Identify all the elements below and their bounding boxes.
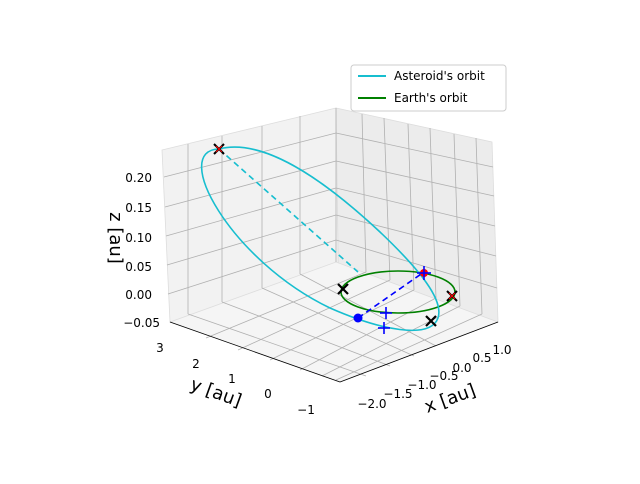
transfer-line — [357, 271, 425, 319]
legend-label: Earth's orbit — [394, 91, 468, 105]
asteroid-apsides-line — [218, 148, 359, 273]
x-marker-red-inner — [215, 145, 223, 153]
x-marker-black — [425, 315, 437, 327]
x-tick-label: 0.0 — [452, 361, 471, 375]
legend-label: Asteroid's orbit — [394, 69, 485, 83]
z-tick-label: −0.05 — [123, 316, 160, 330]
x-tick-label: −0.5 — [429, 369, 458, 383]
asteroid-orbit-line — [200, 146, 440, 332]
legend-box — [350, 64, 507, 112]
dot-marker-blue — [353, 313, 363, 323]
y-tick-label: −1 — [297, 403, 315, 417]
y-tick-label: 3 — [156, 341, 164, 355]
grid — [163, 108, 498, 381]
plus-marker-blue — [378, 322, 390, 334]
markers — [213, 143, 458, 334]
x-tick-label: −2.0 — [357, 397, 386, 411]
x-tick-label: 1.0 — [492, 343, 511, 357]
z-tick-label: 0.15 — [125, 201, 152, 215]
plus-marker-blue — [417, 266, 431, 280]
z-tick-label: 0.10 — [125, 231, 152, 245]
z-tick-label: 0.05 — [125, 260, 152, 274]
x-tick-label: −1.5 — [383, 387, 412, 401]
plus-marker-blue — [380, 307, 392, 319]
z-axis: 0.20 0.15 0.10 0.05 0.00 −0.05 z [au] — [105, 171, 160, 330]
y-tick-label: 2 — [192, 357, 200, 371]
z-tick-label: 0.00 — [125, 288, 152, 302]
z-axis-label: z [au] — [105, 212, 126, 264]
x-marker-red-inner — [448, 292, 456, 300]
z-tick-label: 0.20 — [125, 171, 152, 185]
y-tick-label: 1 — [228, 372, 236, 386]
legend: Asteroid's orbit Earth's orbit — [350, 64, 507, 112]
x-marker-black — [337, 283, 349, 295]
x-tick-label: 0.5 — [472, 351, 491, 365]
x-tick-label: −1.0 — [407, 378, 436, 392]
y-tick-label: 0 — [264, 387, 272, 401]
